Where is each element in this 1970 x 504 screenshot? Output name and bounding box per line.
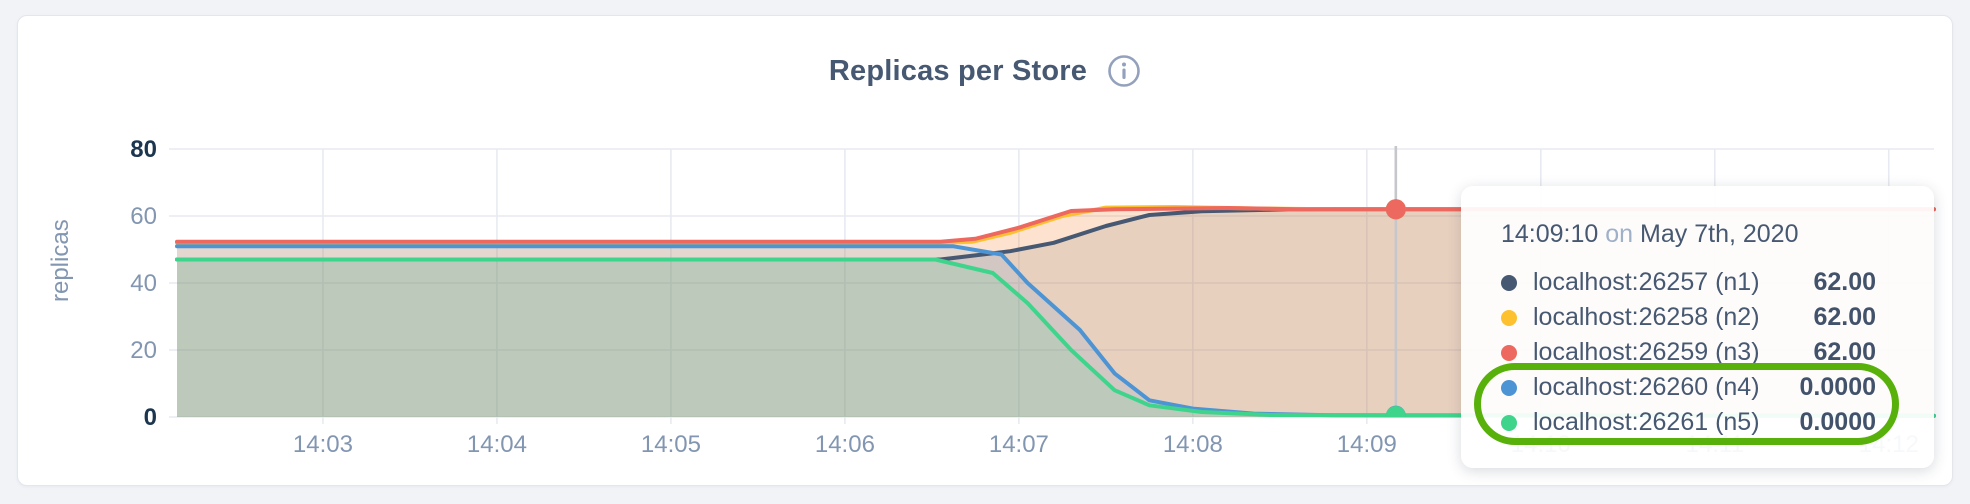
series-color-dot (1501, 379, 1517, 396)
y-tick-label: 60 (130, 203, 157, 230)
chart-header: Replicas per Store (18, 54, 1952, 88)
info-icon[interactable] (1107, 54, 1141, 88)
x-tick-label: 14:06 (815, 431, 875, 458)
crosshair-dot-n5 (1385, 405, 1406, 417)
series-value: 62.00 (1813, 268, 1876, 296)
tooltip-series-row: localhost:26258 (n2) 62.00 (1501, 300, 1876, 335)
y-axis-label: replicas (47, 219, 74, 302)
series-color-dot (1501, 414, 1517, 431)
y-tick-label: 20 (130, 337, 157, 364)
series-value: 0.0000 (1799, 408, 1876, 436)
tooltip-on-word: on (1605, 220, 1634, 248)
x-tick-label: 14:07 (989, 431, 1049, 458)
series-label: localhost:26261 (n5) (1533, 408, 1760, 436)
series-line-n5 (175, 257, 1936, 418)
tooltip-series-row: localhost:26260 (n4) 0.0000 (1501, 370, 1876, 405)
tooltip-series-row: localhost:26261 (n5) 0.0000 (1501, 405, 1876, 440)
chart-card: Replicas per Store 0 20 40 60 80 14:03 14:04 14… (17, 15, 1953, 486)
series-lines (175, 205, 1936, 418)
series-value: 62.00 (1813, 303, 1876, 331)
x-tick-label: 14:03 (293, 431, 353, 458)
tooltip-date: May 7th, 2020 (1640, 220, 1799, 248)
tooltip-timestamp: 14:09:10 on May 7th, 2020 (1501, 220, 1876, 249)
chart-title: Replicas per Store (828, 54, 1088, 87)
series-area-n5 (177, 259, 1934, 417)
series-color-dot (1501, 344, 1517, 361)
series-label: localhost:26258 (n2) (1533, 303, 1760, 331)
x-tick-label: 14:04 (467, 431, 527, 458)
series-label: localhost:26260 (n4) (1533, 373, 1760, 401)
series-line-n3 (175, 206, 1936, 244)
series-color-dot (1501, 274, 1517, 291)
y-tick-label: 0 (144, 404, 157, 431)
crosshair-dot-n3 (1385, 199, 1406, 220)
chart-tooltip: 14:09:10 on May 7th, 2020 localhost:2625… (1461, 186, 1934, 468)
series-value: 0.0000 (1799, 373, 1876, 401)
tooltip-rows: localhost:26257 (n1) 62.00 localhost:26258… (1501, 265, 1876, 440)
tooltip-time: 14:09:10 (1501, 220, 1599, 248)
x-tick-label: 14:09 (1337, 431, 1397, 458)
y-tick-label: 40 (130, 270, 157, 297)
crosshair-dots (1385, 199, 1406, 417)
tooltip-series-row: localhost:26257 (n1) 62.00 (1501, 265, 1876, 300)
series-label: localhost:26257 (n1) (1533, 268, 1760, 296)
y-tick-label: 80 (130, 136, 157, 163)
x-tick-label: 14:05 (641, 431, 701, 458)
x-tick-label: 14:08 (1163, 431, 1223, 458)
series-value: 62.00 (1813, 338, 1876, 366)
series-color-dot (1501, 309, 1517, 326)
series-label: localhost:26259 (n3) (1533, 338, 1760, 366)
tooltip-series-row: localhost:26259 (n3) 62.00 (1501, 335, 1876, 370)
